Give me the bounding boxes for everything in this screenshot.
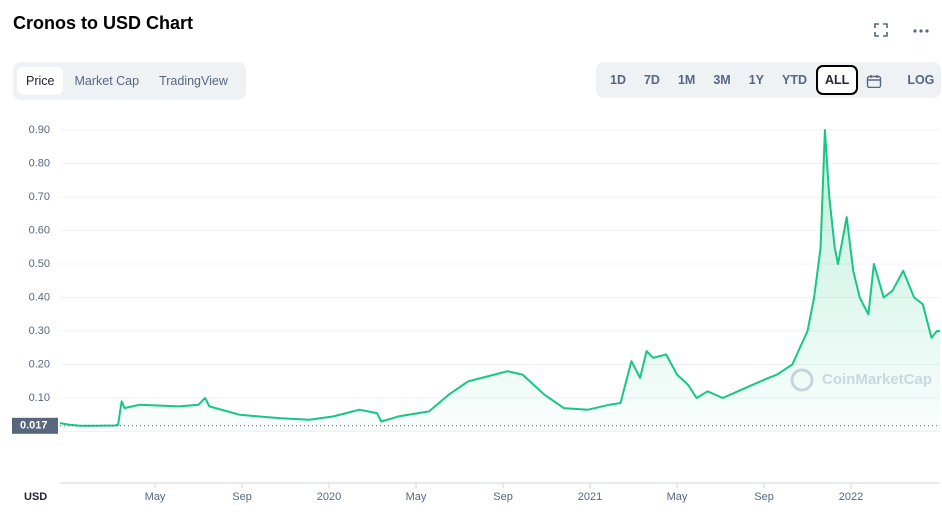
y-tick-label: 0.80 — [29, 157, 50, 169]
y-tick-label: 0.30 — [29, 325, 50, 337]
y-tick-label: 0.60 — [29, 224, 50, 236]
y-tick-label: 0.20 — [29, 358, 50, 370]
x-tick-label: May — [667, 491, 688, 503]
range-button[interactable]: ALL — [816, 65, 859, 95]
current-price-box — [12, 417, 58, 434]
y-tick-label: 0.50 — [29, 258, 50, 270]
y-tick-label: 0.40 — [29, 291, 50, 303]
range-button[interactable]: YTD — [782, 73, 808, 87]
range-group: 1D 7D 1M 3M 1Y YTD ALL LOG — [596, 62, 941, 98]
tab[interactable]: Market Cap — [74, 74, 140, 88]
x-tick-label: 2021 — [578, 491, 602, 503]
x-tick-label: 2022 — [839, 491, 863, 503]
x-tick-label: 2020 — [317, 491, 341, 503]
range-button[interactable]: 7D — [643, 73, 660, 87]
x-tick-label: Sep — [493, 491, 513, 503]
calendar-button[interactable] — [858, 67, 890, 94]
y-unit: USD — [24, 491, 47, 503]
tab[interactable]: Price — [17, 67, 64, 95]
log-button[interactable]: LOG — [907, 73, 935, 87]
tab-group: Price Market Cap TradingView — [13, 62, 246, 100]
x-tick-label: May — [145, 491, 166, 503]
fullscreen-icon[interactable] — [873, 22, 889, 38]
price-area — [60, 130, 940, 432]
range-button[interactable]: 1Y — [748, 73, 765, 87]
price-line — [59, 129, 940, 427]
y-tick-label: 0.70 — [29, 191, 50, 203]
y-tick-label: 0.10 — [29, 392, 50, 404]
y-tick-label: 0.90 — [29, 124, 50, 136]
chart-title: Cronos to USD Chart — [13, 13, 193, 33]
x-tick-label: Sep — [754, 491, 774, 503]
tab[interactable]: TradingView — [159, 74, 228, 88]
x-tick-label: May — [406, 491, 427, 503]
x-tick-label: Sep — [232, 491, 252, 503]
range-button[interactable]: 1D — [610, 73, 626, 87]
more-icon[interactable] — [912, 24, 930, 38]
range-button[interactable]: 1M — [677, 73, 696, 87]
range-button[interactable]: 3M — [713, 73, 731, 87]
current-price-label: 0.017 — [20, 420, 48, 432]
